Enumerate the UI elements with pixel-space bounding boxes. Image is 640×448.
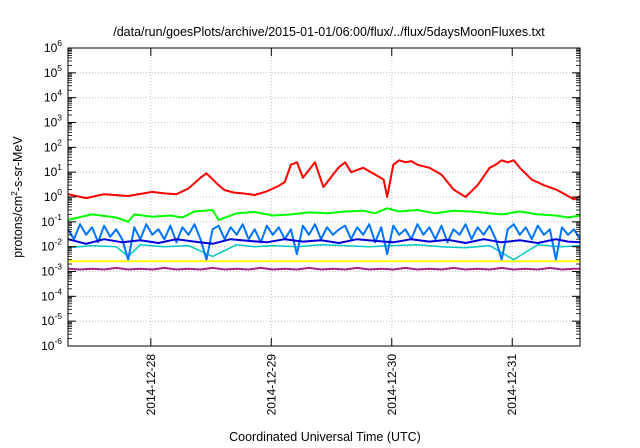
y-tick-label: 101 <box>44 162 62 179</box>
series-line-2 <box>67 207 581 223</box>
x-tick-label: 2014-12-30 <box>385 354 399 416</box>
x-tick-label: 2014-12-28 <box>144 354 158 416</box>
y-tick-label: 10-5 <box>41 311 62 328</box>
series-line-5 <box>67 238 581 245</box>
axes: 10-6 10-5 10-4 10-3 10-2 10-1 100 101 102 103 104 1… <box>41 38 581 416</box>
y-tick-label: 105 <box>44 63 62 80</box>
y-axis-label-rest: -s-sr-MeV <box>11 136 25 192</box>
y-tick-label: 102 <box>44 137 62 154</box>
plot-frame <box>67 47 581 347</box>
x-axis-label: Coordinated Universal Time (UTC) <box>229 430 421 444</box>
series-line-4 <box>67 223 581 261</box>
series-line-7 <box>67 266 580 271</box>
y-tick-label: 10-1 <box>41 212 62 229</box>
x-tick-label: 2014-12-31 <box>505 354 519 416</box>
y-tick-label: 103 <box>44 113 62 130</box>
data-series <box>67 159 581 271</box>
y-tick-label: 10-4 <box>41 286 62 303</box>
x-tick-label: 2014-12-29 <box>264 354 278 416</box>
series-line-1 <box>67 159 581 201</box>
y-axis-label-main: protons/cm <box>11 196 25 258</box>
y-axis-label: protons/cm2-s-sr-MeV <box>9 136 25 258</box>
series-line-3 <box>67 243 581 261</box>
y-tick-label: 10-6 <box>41 336 62 353</box>
y-tick-label: 100 <box>44 187 62 204</box>
y-tick-label: 106 <box>44 38 62 55</box>
y-tick-label: 10-2 <box>41 237 62 254</box>
chart-title: /data/run/goesPlots/archive/2015-01-01/0… <box>113 25 545 39</box>
y-tick-label: 104 <box>44 88 62 105</box>
grid <box>68 48 580 346</box>
y-axis-label-superscript: 2 <box>9 191 19 196</box>
y-tick-label: 10-3 <box>41 262 62 279</box>
